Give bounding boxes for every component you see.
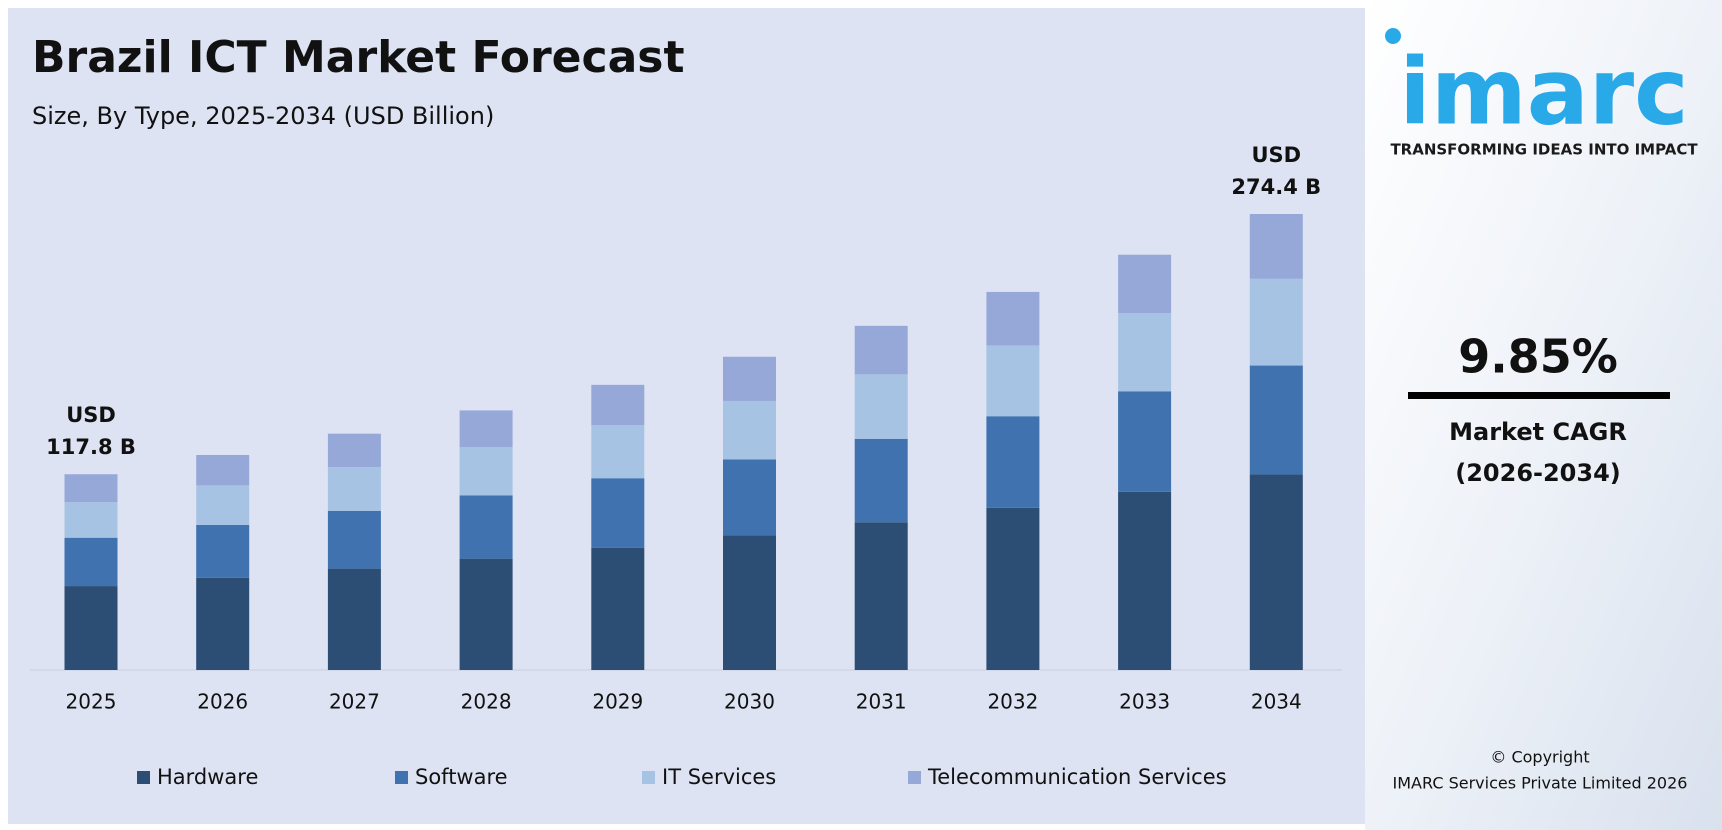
bar-segment (327, 467, 381, 511)
bar-segment (327, 510, 381, 569)
legend-label: Software (415, 765, 508, 789)
x-tick-label: 2027 (329, 690, 380, 714)
bar-segment (986, 345, 1040, 417)
chart-subtitle: Size, By Type, 2025-2034 (USD Billion) (32, 102, 494, 130)
bar-segment (591, 547, 645, 670)
bar-segment (723, 459, 776, 536)
legend-swatch (137, 771, 150, 784)
bar-segment (854, 325, 908, 375)
bar-segment (591, 425, 645, 479)
bar-segment (854, 374, 908, 439)
tagline: TRANSFORMING IDEAS INTO IMPACT (1390, 141, 1698, 159)
bar-segment (591, 384, 645, 426)
bar-segment (196, 577, 250, 670)
copyright: IMARC Services Private Limited 2026 (1393, 774, 1688, 793)
x-tick-label: 2034 (1251, 690, 1302, 714)
bar-segment (986, 507, 1040, 670)
bar-segment (723, 356, 776, 401)
legend-swatch (395, 771, 408, 784)
bar-segment (327, 433, 381, 468)
bar-segment (196, 524, 250, 578)
bar-segment (1118, 254, 1172, 314)
cagr-period: (2026-2034) (1455, 459, 1621, 487)
legend-label: Hardware (157, 765, 258, 789)
cagr-value: 9.85% (1458, 330, 1618, 384)
bar-segment (64, 474, 118, 503)
legend-swatch (908, 771, 921, 784)
bar-segment (1249, 365, 1303, 475)
annotation: 117.8 B (46, 435, 136, 459)
bar-segment (1249, 278, 1303, 366)
x-tick-label: 2030 (724, 690, 775, 714)
x-tick-label: 2029 (592, 690, 643, 714)
bar-segment (64, 502, 118, 538)
legend-label: Telecommunication Services (927, 765, 1227, 789)
bar-segment (1118, 391, 1172, 492)
x-tick-label: 2031 (856, 690, 907, 714)
cagr-rule (1408, 392, 1670, 399)
side-panel (1365, 0, 1722, 830)
bar-segment (459, 558, 513, 670)
annotation: 274.4 B (1231, 175, 1321, 199)
bar-segment (723, 535, 776, 670)
bar-segment (327, 568, 381, 670)
x-tick-label: 2026 (197, 690, 248, 714)
x-tick-label: 2028 (461, 690, 512, 714)
logo-dot (1385, 28, 1401, 44)
logo: imarc (1399, 38, 1688, 145)
x-tick-label: 2025 (66, 690, 117, 714)
copyright: © Copyright (1490, 748, 1589, 767)
bar-segment (723, 400, 776, 460)
bar-segment (64, 537, 118, 587)
bar-segment (1249, 474, 1303, 670)
bar-segment (1118, 313, 1172, 392)
bar-segment (459, 447, 513, 496)
bar-segment (854, 438, 908, 523)
bar-segment (591, 478, 645, 548)
bar-segment (1118, 491, 1172, 670)
x-tick-label: 2033 (1119, 690, 1170, 714)
annotation: USD (66, 403, 116, 427)
bar-segment (196, 485, 250, 525)
legend-label: IT Services (662, 765, 776, 789)
x-tick-label: 2032 (987, 690, 1038, 714)
chart-title: Brazil ICT Market Forecast (32, 32, 685, 83)
bar-segment (986, 416, 1040, 508)
bar-segment (64, 586, 118, 670)
bar-segment (986, 291, 1040, 346)
bar-segment (196, 454, 250, 486)
legend-swatch (642, 771, 655, 784)
bar-segment (1249, 214, 1303, 279)
bar-segment (459, 495, 513, 559)
bar-segment (459, 410, 513, 448)
annotation: USD (1251, 143, 1301, 167)
bar-segment (854, 522, 908, 670)
cagr-label: Market CAGR (1449, 418, 1627, 446)
